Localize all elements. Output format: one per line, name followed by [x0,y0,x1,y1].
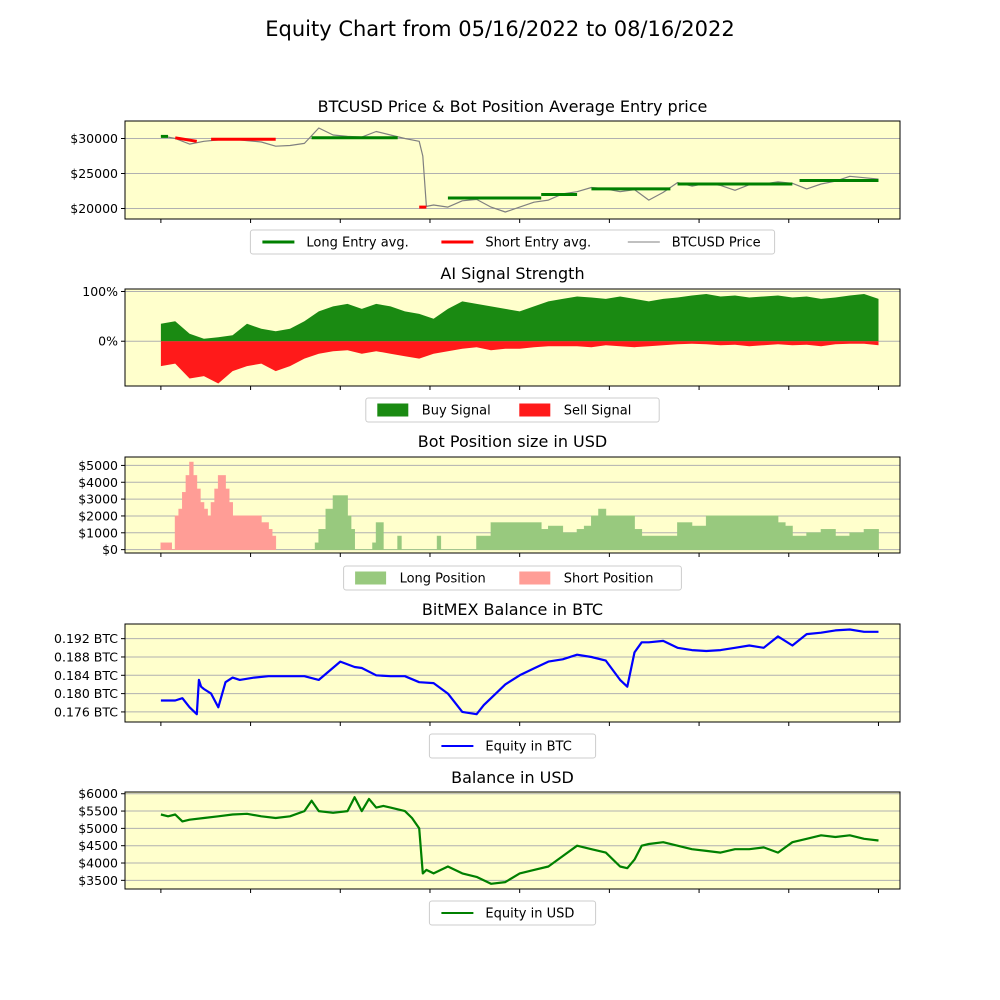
signal-ytick-label: 0% [98,334,118,349]
price-ytick-label: $30000 [70,131,118,146]
position-axes-frame [124,456,901,554]
price-ytick-label: $25000 [70,166,118,181]
usd_balance-legend: Equity in USD [428,900,597,926]
position-legend-long-position-label: Long Position [400,572,486,587]
position-series-long-position [311,495,879,550]
signal-axes-frame [124,288,901,387]
btc_balance-ytick-label: 0.188 BTC [54,649,118,664]
usd_balance-panel: Balance in USD $3500 $4000 $4500 $5000 $5500 $… [78,768,901,926]
signal-ytick-label: 100% [82,284,118,299]
signal-title: AI Signal Strength [440,264,584,283]
btc_balance-axes-frame [124,623,901,723]
price-ytick-label: $20000 [70,201,118,216]
signal-legend-sell-signal-swatch [519,403,551,417]
usd_balance-ytick-label: $5000 [78,821,118,836]
btc_balance-title: BitMEX Balance in BTC [422,600,603,619]
usd_balance-marks [160,796,879,885]
usd_balance-ytick-label: $3500 [78,873,118,888]
position-legend-long-position-swatch [355,571,387,585]
btc_balance-legend: Equity in BTC [428,733,597,759]
signal-series-buy-signal [160,294,879,342]
price-panel: BTCUSD Price & Bot Position Average Entr… [70,97,901,255]
position-panel: Bot Position size in USD $0 $1000 $2000$300… [78,432,901,591]
btc_balance-plot-area [125,624,900,722]
usd_balance-plot-area [125,792,900,889]
btc_balance-series-equity-in-btc [160,628,879,716]
signal-series-sell-signal [160,341,879,384]
position-legend-short-position-swatch [519,571,551,585]
price-legend-box [249,229,776,255]
usd_balance-legend-equity-in-usd-label: Equity in USD [485,907,574,922]
btc_balance-panel: BitMEX Balance in BTC 0.176 BTC 0.180 BTC 0… [54,600,901,759]
price-title: BTCUSD Price & Bot Position Average Entr… [318,97,708,116]
figure-title: Equity Chart from 05/16/2022 to 08/16/20… [265,17,735,41]
usd_balance-series-equity-in-usd [160,796,879,885]
usd_balance-ytick-label: $6000 [78,786,118,801]
price-legend-short-entry-avg-label: Short Entry avg. [485,236,591,251]
usd_balance-axes-frame [124,791,901,890]
position-ytick-label: $3000 [78,492,118,507]
signal-marks [160,294,879,384]
price-axes-frame [124,120,901,220]
price-marks [160,127,879,213]
btc_balance-ytick-label: 0.180 BTC [54,686,118,701]
price-plot-area [125,121,900,219]
btc_balance-legend-equity-in-btc-label: Equity in BTC [485,740,571,755]
signal-legend-buy-signal-label: Buy Signal [422,404,491,419]
position-ytick-label: $2000 [78,508,118,523]
position-legend: Long Position Short Position [343,565,682,591]
price-legend: Long Entry avg. Short Entry avg. BTCUSD Pr… [249,229,776,255]
usd_balance-legend-box [428,900,597,926]
price-legend-long-entry-avg-label: Long Entry avg. [306,236,408,251]
position-ytick-label: $1000 [78,525,118,540]
usd_balance-title: Balance in USD [451,768,574,787]
position-marks [160,461,879,550]
price-series-short-entry-avg-segment [174,136,197,143]
position-legend-box [343,565,682,591]
usd_balance-ytick-label: $4500 [78,838,118,853]
usd_balance-ytick-label: $4000 [78,856,118,871]
chart-panels: BTCUSD Price & Bot Position Average Entr… [54,97,901,926]
position-ytick-label: $4000 [78,475,118,490]
position-ytick-label: $0 [102,542,118,557]
signal-panel: AI Signal Strength 0% 100% Buy Signal Sell S… [82,264,901,423]
signal-legend-buy-signal-swatch [377,403,409,417]
signal-legend-sell-signal-label: Sell Signal [564,404,632,419]
btc_balance-legend-box [428,733,597,759]
signal-legend: Buy Signal Sell Signal [365,397,660,423]
btc_balance-ytick-label: 0.176 BTC [54,704,118,719]
position-ytick-label: $5000 [78,458,118,473]
usd_balance-ytick-label: $5500 [78,804,118,819]
position-legend-short-position-label: Short Position [564,572,654,587]
position-series-short-position [160,461,277,550]
signal-legend-box [365,397,660,423]
price-legend-btcusd-price-label: BTCUSD Price [672,236,761,251]
btc_balance-ytick-label: 0.184 BTC [54,668,118,683]
position-title: Bot Position size in USD [418,432,607,451]
btc_balance-marks [160,628,879,716]
btc_balance-ytick-label: 0.192 BTC [54,631,118,646]
